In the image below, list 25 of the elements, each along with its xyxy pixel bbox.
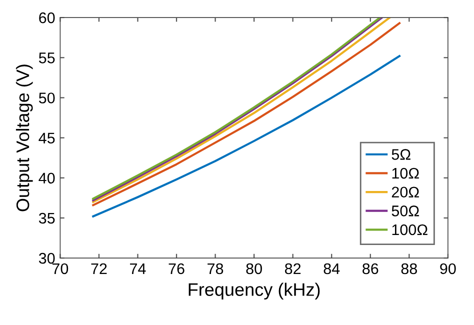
y-tick-label: 55	[38, 52, 55, 64]
y-tick-label: 30	[38, 252, 55, 264]
y-axis-title: Output Voltage (V)	[16, 64, 33, 212]
y-tick-label: 35	[38, 212, 55, 224]
y-tick-label: 45	[38, 132, 55, 144]
y-tick-label: 60	[39, 12, 55, 24]
legend-label: 50Ω	[392, 206, 419, 216]
x-tick-label: 76	[168, 263, 184, 274]
x-tick-label: 90	[440, 263, 456, 274]
y-tick-label: 50	[38, 92, 55, 104]
y-tick-label: 40	[38, 172, 55, 184]
legend-label: 10Ω	[392, 168, 419, 179]
legend-label: 20Ω	[392, 186, 419, 198]
x-tick-label: 70	[52, 263, 68, 274]
x-tick-label: 72	[91, 263, 107, 274]
x-tick-label: 74	[130, 263, 146, 274]
legend-label: 5Ω	[392, 149, 410, 160]
legend-label: 100Ω	[392, 224, 428, 236]
x-axis-title: Frequency (kHz)	[188, 282, 320, 300]
x-tick-label: 82	[285, 263, 301, 274]
x-tick-label: 80	[246, 263, 262, 274]
x-tick-label: 86	[362, 263, 378, 274]
x-tick-label: 88	[401, 263, 417, 274]
x-tick-label: 78	[208, 263, 224, 274]
x-tick-label: 84	[324, 263, 340, 274]
